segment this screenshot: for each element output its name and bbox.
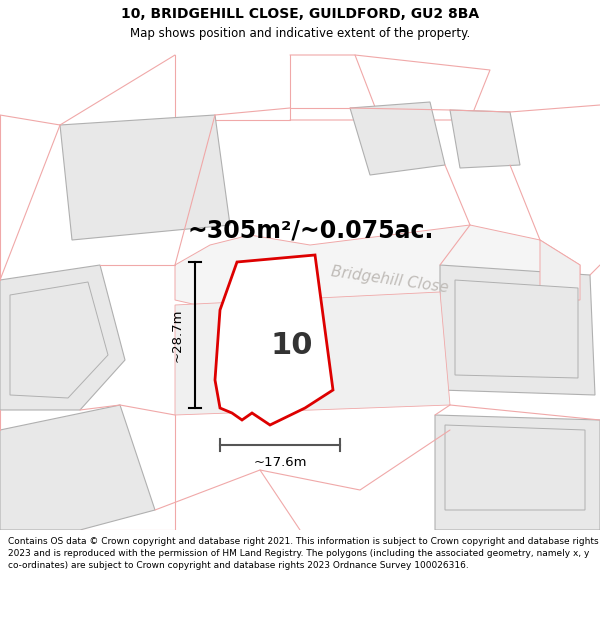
Polygon shape (175, 225, 580, 308)
Polygon shape (435, 415, 600, 530)
Text: 10, BRIDGEHILL CLOSE, GUILDFORD, GU2 8BA: 10, BRIDGEHILL CLOSE, GUILDFORD, GU2 8BA (121, 7, 479, 21)
Text: Map shows position and indicative extent of the property.: Map shows position and indicative extent… (130, 28, 470, 41)
Polygon shape (10, 282, 108, 398)
Polygon shape (215, 255, 333, 425)
Text: Bridgehill Close: Bridgehill Close (330, 264, 450, 296)
Polygon shape (60, 115, 230, 240)
Polygon shape (440, 265, 595, 395)
Polygon shape (0, 265, 125, 410)
Polygon shape (455, 280, 578, 378)
Polygon shape (540, 240, 580, 300)
Text: Contains OS data © Crown copyright and database right 2021. This information is : Contains OS data © Crown copyright and d… (8, 537, 599, 569)
Polygon shape (0, 405, 155, 530)
Polygon shape (445, 425, 585, 510)
Text: 10: 10 (271, 331, 313, 359)
Text: ~17.6m: ~17.6m (253, 456, 307, 469)
Polygon shape (175, 292, 450, 415)
Polygon shape (350, 102, 445, 175)
Text: ~28.7m: ~28.7m (170, 308, 184, 362)
Polygon shape (450, 110, 520, 168)
Text: ~305m²/~0.075ac.: ~305m²/~0.075ac. (188, 218, 434, 242)
